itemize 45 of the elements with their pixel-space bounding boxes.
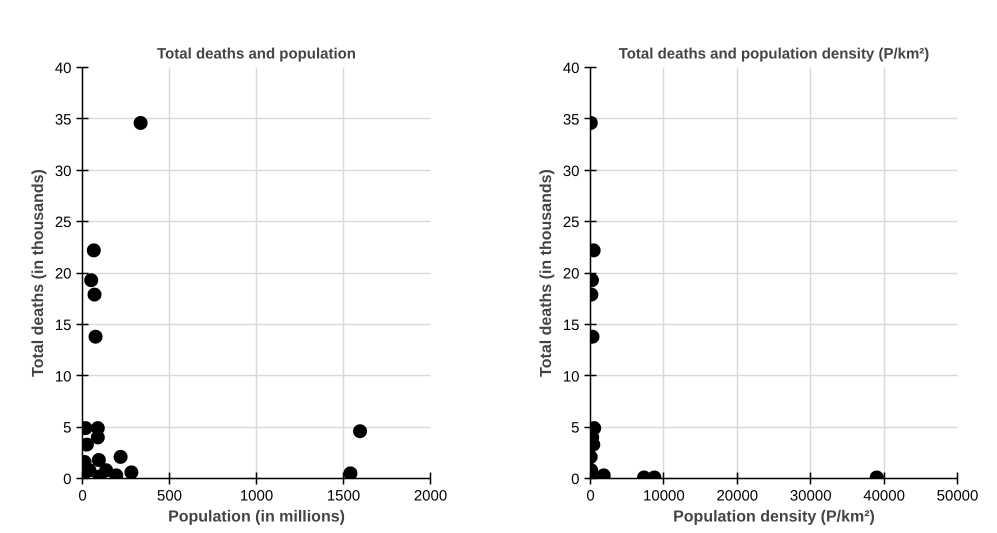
y-tick-label: 0 [571, 471, 580, 488]
point [92, 453, 106, 467]
y-tick-label: 10 [54, 368, 72, 386]
x-tick-label: 30000 [790, 488, 832, 504]
y-tick-label: 25 [54, 214, 72, 232]
point [353, 424, 368, 438]
x-tick-label: 0 [586, 488, 595, 504]
x-tick-label: 40000 [863, 488, 905, 504]
y-tick-label: 35 [562, 111, 580, 128]
x-tick-label: 20000 [716, 488, 758, 504]
y-tick-label: 15 [562, 316, 580, 334]
x-tick-label: 1000 [240, 488, 274, 504]
x-tick-label: 1500 [326, 488, 360, 504]
y-tick-label: 0 [63, 471, 72, 488]
y-tick-label: 20 [562, 266, 580, 282]
point [86, 243, 101, 258]
y-tick-label: 15 [54, 316, 72, 334]
point [124, 465, 138, 478]
chart-title: Total deaths and population density (P/km²) [618, 46, 930, 62]
y-tick-label: 40 [54, 60, 72, 77]
x-tick-label: 10000 [643, 488, 685, 504]
x-axis-title: Population density (P/km²) [673, 508, 875, 526]
point [114, 450, 128, 464]
y-tick-label: 5 [63, 420, 72, 437]
point [88, 288, 102, 302]
y-axis-title: Total deaths (in thousands) [30, 169, 47, 377]
chart-title: Total deaths and population [157, 46, 356, 62]
y-tick-label: 20 [54, 266, 72, 282]
x-tick-label: 500 [156, 488, 182, 504]
y-axis-title: Total deaths (in thousands) [538, 169, 555, 377]
y-tick-label: 5 [571, 420, 580, 437]
y-tick-label: 40 [562, 60, 580, 77]
x-tick-label: 50000 [936, 488, 978, 504]
x-tick-label: 0 [78, 488, 87, 504]
y-tick-label: 35 [54, 111, 72, 128]
y-tick-label: 10 [562, 368, 580, 386]
point [84, 273, 98, 288]
x-tick-label: 2000 [414, 488, 448, 504]
y-tick-label: 30 [562, 162, 580, 180]
point [88, 330, 103, 344]
point [343, 466, 358, 478]
y-tick-label: 30 [54, 162, 72, 180]
x-axis-title: Population (in millions) [168, 508, 345, 526]
y-tick-label: 25 [562, 214, 580, 232]
point [134, 116, 148, 130]
